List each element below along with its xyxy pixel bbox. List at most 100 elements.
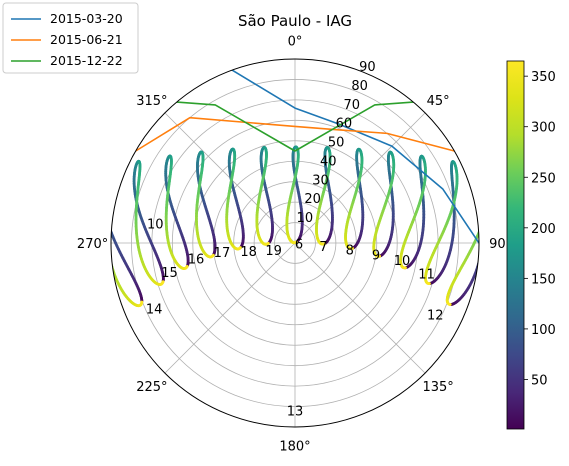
analemma-segment [111,327,116,332]
hour-label: 14 [146,303,163,318]
analemma-segment [114,307,119,313]
r-tick-label: 40 [320,154,337,169]
theta-tick-label: 315° [136,94,167,109]
analemma-segment [74,223,75,227]
analemma-segment [105,213,106,216]
analemma-segment [478,254,479,261]
analemma-segment [83,276,84,280]
analemma-segment [102,317,104,320]
analemma-segment [121,319,125,324]
r-tick-label: 50 [328,136,345,151]
r-tick-label: 60 [336,117,353,132]
analemma-segment [112,304,118,311]
theta-tick-label: 90 [489,237,506,252]
analemma-segment [85,257,87,261]
analemma-segment [106,293,108,296]
colorbar-tick-label: 100 [531,323,556,338]
legend-label-2015-03-20: 2015-03-20 [50,11,123,26]
analemma-segment [96,278,98,281]
analemma-curves [73,145,488,335]
colorbar-tick-label: 200 [531,222,556,237]
hour-label: 17 [214,246,231,261]
colorbar-tick-label: 150 [531,272,556,287]
hour-label: 12 [427,308,444,323]
analemma-segment [89,265,91,269]
analemma-segment [90,268,92,271]
analemma-segment [104,319,106,321]
analemma-segment [104,291,106,294]
colorbar-tick-label: 50 [531,373,548,388]
analemma-segment [107,220,108,223]
colorbar-gradient [506,60,525,430]
analemma-segment [92,272,94,275]
analemma-segment [485,213,486,216]
hour-label: 8 [346,244,354,259]
analemma-segment [483,219,484,222]
series-line-2015-12-22 [176,101,414,152]
analemma-segment [487,203,488,206]
analemma-segment [111,253,112,261]
analemma-segment [482,244,483,248]
analemma-segment [115,309,120,315]
colorbar-ticks: 50 100 150 200 250 300 350 [524,70,556,388]
hour-label: 11 [418,267,435,282]
polar-axes: 0° 45° 90 135° 180° 225° 270° 315° 10 20 30 40 50 60… [73,35,506,455]
colorbar: 50 100 150 200 250 300 350 [506,60,556,430]
r-tick-label: 10 [297,211,314,226]
theta-tick-label: 180° [279,439,310,454]
chart-title: São Paulo - IAG [238,12,352,30]
hour-label: 9 [372,248,380,263]
analemma-segment [481,248,482,252]
analemma-segment [111,297,113,303]
analemma-segment [481,223,482,226]
theta-tick-labels: 0° 45° 90 135° 180° 225° 270° 315° [77,35,506,455]
r-tick-label: 20 [304,192,321,207]
analemma-segment [119,315,124,321]
hour-labels: 6 7 8 9 10 11 12 13 14 15 16 17 18 19 10 [146,217,444,419]
r-tick-labels: 10 20 30 40 50 60 70 80 90 [297,60,376,226]
analemma-segment [86,285,88,289]
theta-tick-label: 0° [288,35,303,50]
analemma-segment [94,304,96,307]
colorbar-tick-label: 350 [531,70,556,85]
analemma-segment [113,328,118,333]
hour-label: 18 [240,245,257,260]
analemma-segment [117,311,122,317]
analemma-segment [75,227,76,231]
series-line-2015-03-20 [231,69,479,244]
legend-frame [2,2,139,74]
colorbar-tick-label: 250 [531,171,556,186]
grid-spoke [164,242,296,374]
analemma-segment [102,288,104,291]
legend: 2015-03-20 2015-06-21 2015-12-22 [2,2,139,74]
grid-spoke [294,242,426,374]
analemma-segment [108,223,109,226]
analemma-segment [116,330,121,334]
analemma-segment [122,322,127,327]
analemma-segment [118,313,123,319]
analemma-segment [78,252,79,257]
hour-label: 10 [394,254,411,269]
analemma-segment [82,271,83,276]
analemma-segment [108,296,110,299]
analemma-segment [104,207,105,210]
analemma-segment [108,251,109,255]
analemma-segment [485,210,486,213]
analemma-segment [477,258,479,265]
analemma-segment [111,325,115,331]
hour-label: 6 [295,238,303,253]
theta-tick-label: 45° [427,94,450,109]
analemma-segment [73,215,74,219]
analemma-segment [111,257,113,265]
theta-tick-label: 225° [136,380,167,395]
analemma-segment [111,302,116,308]
analemma-segment [111,324,113,329]
date-series-lines [135,69,479,244]
analemma-segment [84,280,85,284]
analemma-segment [478,224,479,231]
r-tick-label: 90 [359,60,376,75]
hour-label: 19 [265,244,282,259]
r-tick-label: 30 [312,173,329,188]
analemma-segment [106,322,108,324]
